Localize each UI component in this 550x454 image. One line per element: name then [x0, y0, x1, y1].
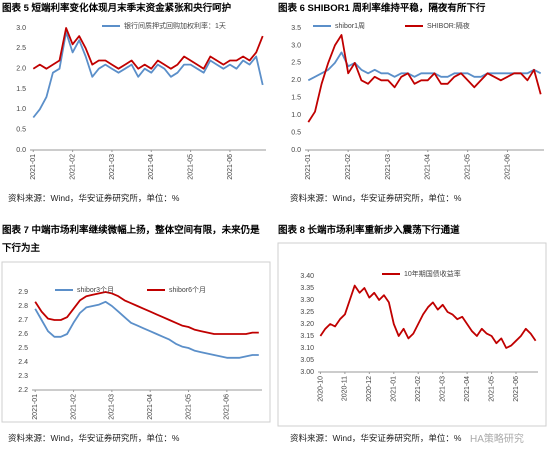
- x-tick-label: 2021-03: [109, 394, 116, 420]
- y-tick-label: 2.5: [18, 345, 28, 352]
- x-tick-label: 2021-06: [513, 376, 520, 402]
- x-tick-label: 2021-03: [440, 376, 447, 402]
- y-tick-label: 3.5: [291, 25, 301, 32]
- x-tick-label: 2021-06: [224, 394, 231, 420]
- series-line: [307, 34, 542, 123]
- x-tick-label: 2020-10: [317, 376, 324, 402]
- chart-frame: [277, 242, 547, 427]
- x-tick-label: 2021-04: [147, 394, 154, 420]
- x-tick-label: 2021-02: [415, 376, 422, 402]
- x-tick-label: 2020-11: [342, 376, 349, 401]
- watermark: HA策略研究: [470, 434, 524, 445]
- x-tick-label: 2021-05: [185, 394, 192, 420]
- x-tick-label: 2021-02: [345, 154, 352, 180]
- y-tick-label: 1.0: [291, 112, 301, 119]
- x-tick-label: 2021-04: [148, 154, 155, 180]
- y-tick-label: 2.6: [18, 331, 28, 338]
- legend-label: shibor3个月: [77, 286, 114, 294]
- chart-frame: [1, 261, 271, 423]
- chart-title: 图表 7 中端市场利率继续微幅上扬，整体空间有限，未来仍是下行为主: [2, 225, 260, 254]
- x-tick-label: 2021-04: [464, 376, 471, 402]
- source-note: 资料来源：Wind，华安证券研究所，单位：%: [8, 433, 180, 443]
- legend-label: 银行间质押式回购加权利率：1天: [124, 21, 226, 30]
- y-tick-label: 0.5: [16, 127, 26, 134]
- x-tick-label: 2021-01: [305, 154, 312, 180]
- y-tick-label: 3.40: [300, 273, 314, 280]
- y-tick-label: 0.5: [291, 129, 301, 136]
- x-tick-label: 2021-01: [32, 394, 39, 420]
- source-note: 资料来源：Wind，华安证券研究所，单位：%: [290, 193, 462, 203]
- y-tick-label: 2.8: [18, 303, 28, 310]
- series-line: [34, 300, 259, 359]
- y-tick-label: 3.15: [300, 333, 314, 340]
- source-note: 资料来源：Wind，华安证券研究所，单位：%: [290, 433, 462, 443]
- y-tick-label: 1.5: [16, 86, 26, 93]
- y-tick-label: 2.5: [291, 60, 301, 67]
- x-tick-label: 2021-06: [504, 154, 511, 180]
- chart-title: 图表 5 短端利率变化体现月末季末资金紧张和央行呵护: [2, 3, 232, 14]
- y-tick-label: 3.30: [300, 297, 314, 304]
- y-tick-label: 3.00: [300, 369, 314, 376]
- y-tick-label: 3.10: [300, 345, 314, 352]
- x-tick-label: 2021-01: [391, 376, 398, 402]
- y-tick-label: 2.0: [16, 66, 26, 73]
- y-tick-label: 2.4: [18, 359, 28, 366]
- x-tick-label: 2021-05: [464, 154, 471, 180]
- series-line: [34, 291, 259, 335]
- y-tick-label: 3.05: [300, 357, 314, 364]
- y-tick-label: 0.0: [291, 147, 301, 154]
- y-tick-label: 2.3: [18, 373, 28, 380]
- y-tick-label: 2.9: [18, 289, 28, 296]
- series-line: [32, 31, 264, 119]
- y-tick-label: 3.20: [300, 321, 314, 328]
- y-tick-label: 2.7: [18, 317, 28, 324]
- legend-label: SHIBOR:隔夜: [427, 21, 470, 30]
- x-tick-label: 2021-04: [425, 154, 432, 180]
- legend-label: shibor1周: [335, 22, 365, 30]
- x-tick-label: 2021-01: [30, 154, 37, 180]
- legend-label: shibor6个月: [169, 286, 206, 294]
- y-tick-label: 0.0: [16, 147, 26, 154]
- x-tick-label: 2021-03: [385, 154, 392, 180]
- chart-title: 图表 8 长端市场利率重新步入震荡下行通道: [278, 225, 460, 236]
- x-tick-label: 2021-03: [109, 154, 116, 180]
- y-tick-label: 1.5: [291, 95, 301, 102]
- x-tick-label: 2021-06: [227, 154, 234, 180]
- source-note: 资料来源：Wind，华安证券研究所，单位：%: [8, 193, 180, 203]
- y-tick-label: 2.2: [18, 387, 28, 394]
- y-tick-label: 1.0: [16, 106, 26, 113]
- y-tick-label: 3.0: [291, 42, 301, 49]
- y-tick-label: 2.0: [291, 77, 301, 84]
- series-line: [319, 284, 537, 349]
- series-line: [307, 51, 542, 82]
- legend-label: 10年期国债收益率: [404, 269, 461, 278]
- chart-title: 图表 6 SHIBOR1 周利率维持平稳，隔夜有所下行: [278, 3, 486, 14]
- y-tick-label: 3.25: [300, 309, 314, 316]
- x-tick-label: 2021-02: [70, 394, 77, 420]
- y-tick-label: 3.35: [300, 285, 314, 292]
- x-tick-label: 2021-05: [187, 154, 194, 180]
- x-tick-label: 2020-12: [366, 376, 373, 402]
- x-tick-label: 2021-05: [488, 376, 495, 402]
- y-tick-label: 3.0: [16, 25, 26, 32]
- x-tick-label: 2021-02: [69, 154, 76, 180]
- series-line: [32, 27, 264, 70]
- y-tick-label: 2.5: [16, 45, 26, 52]
